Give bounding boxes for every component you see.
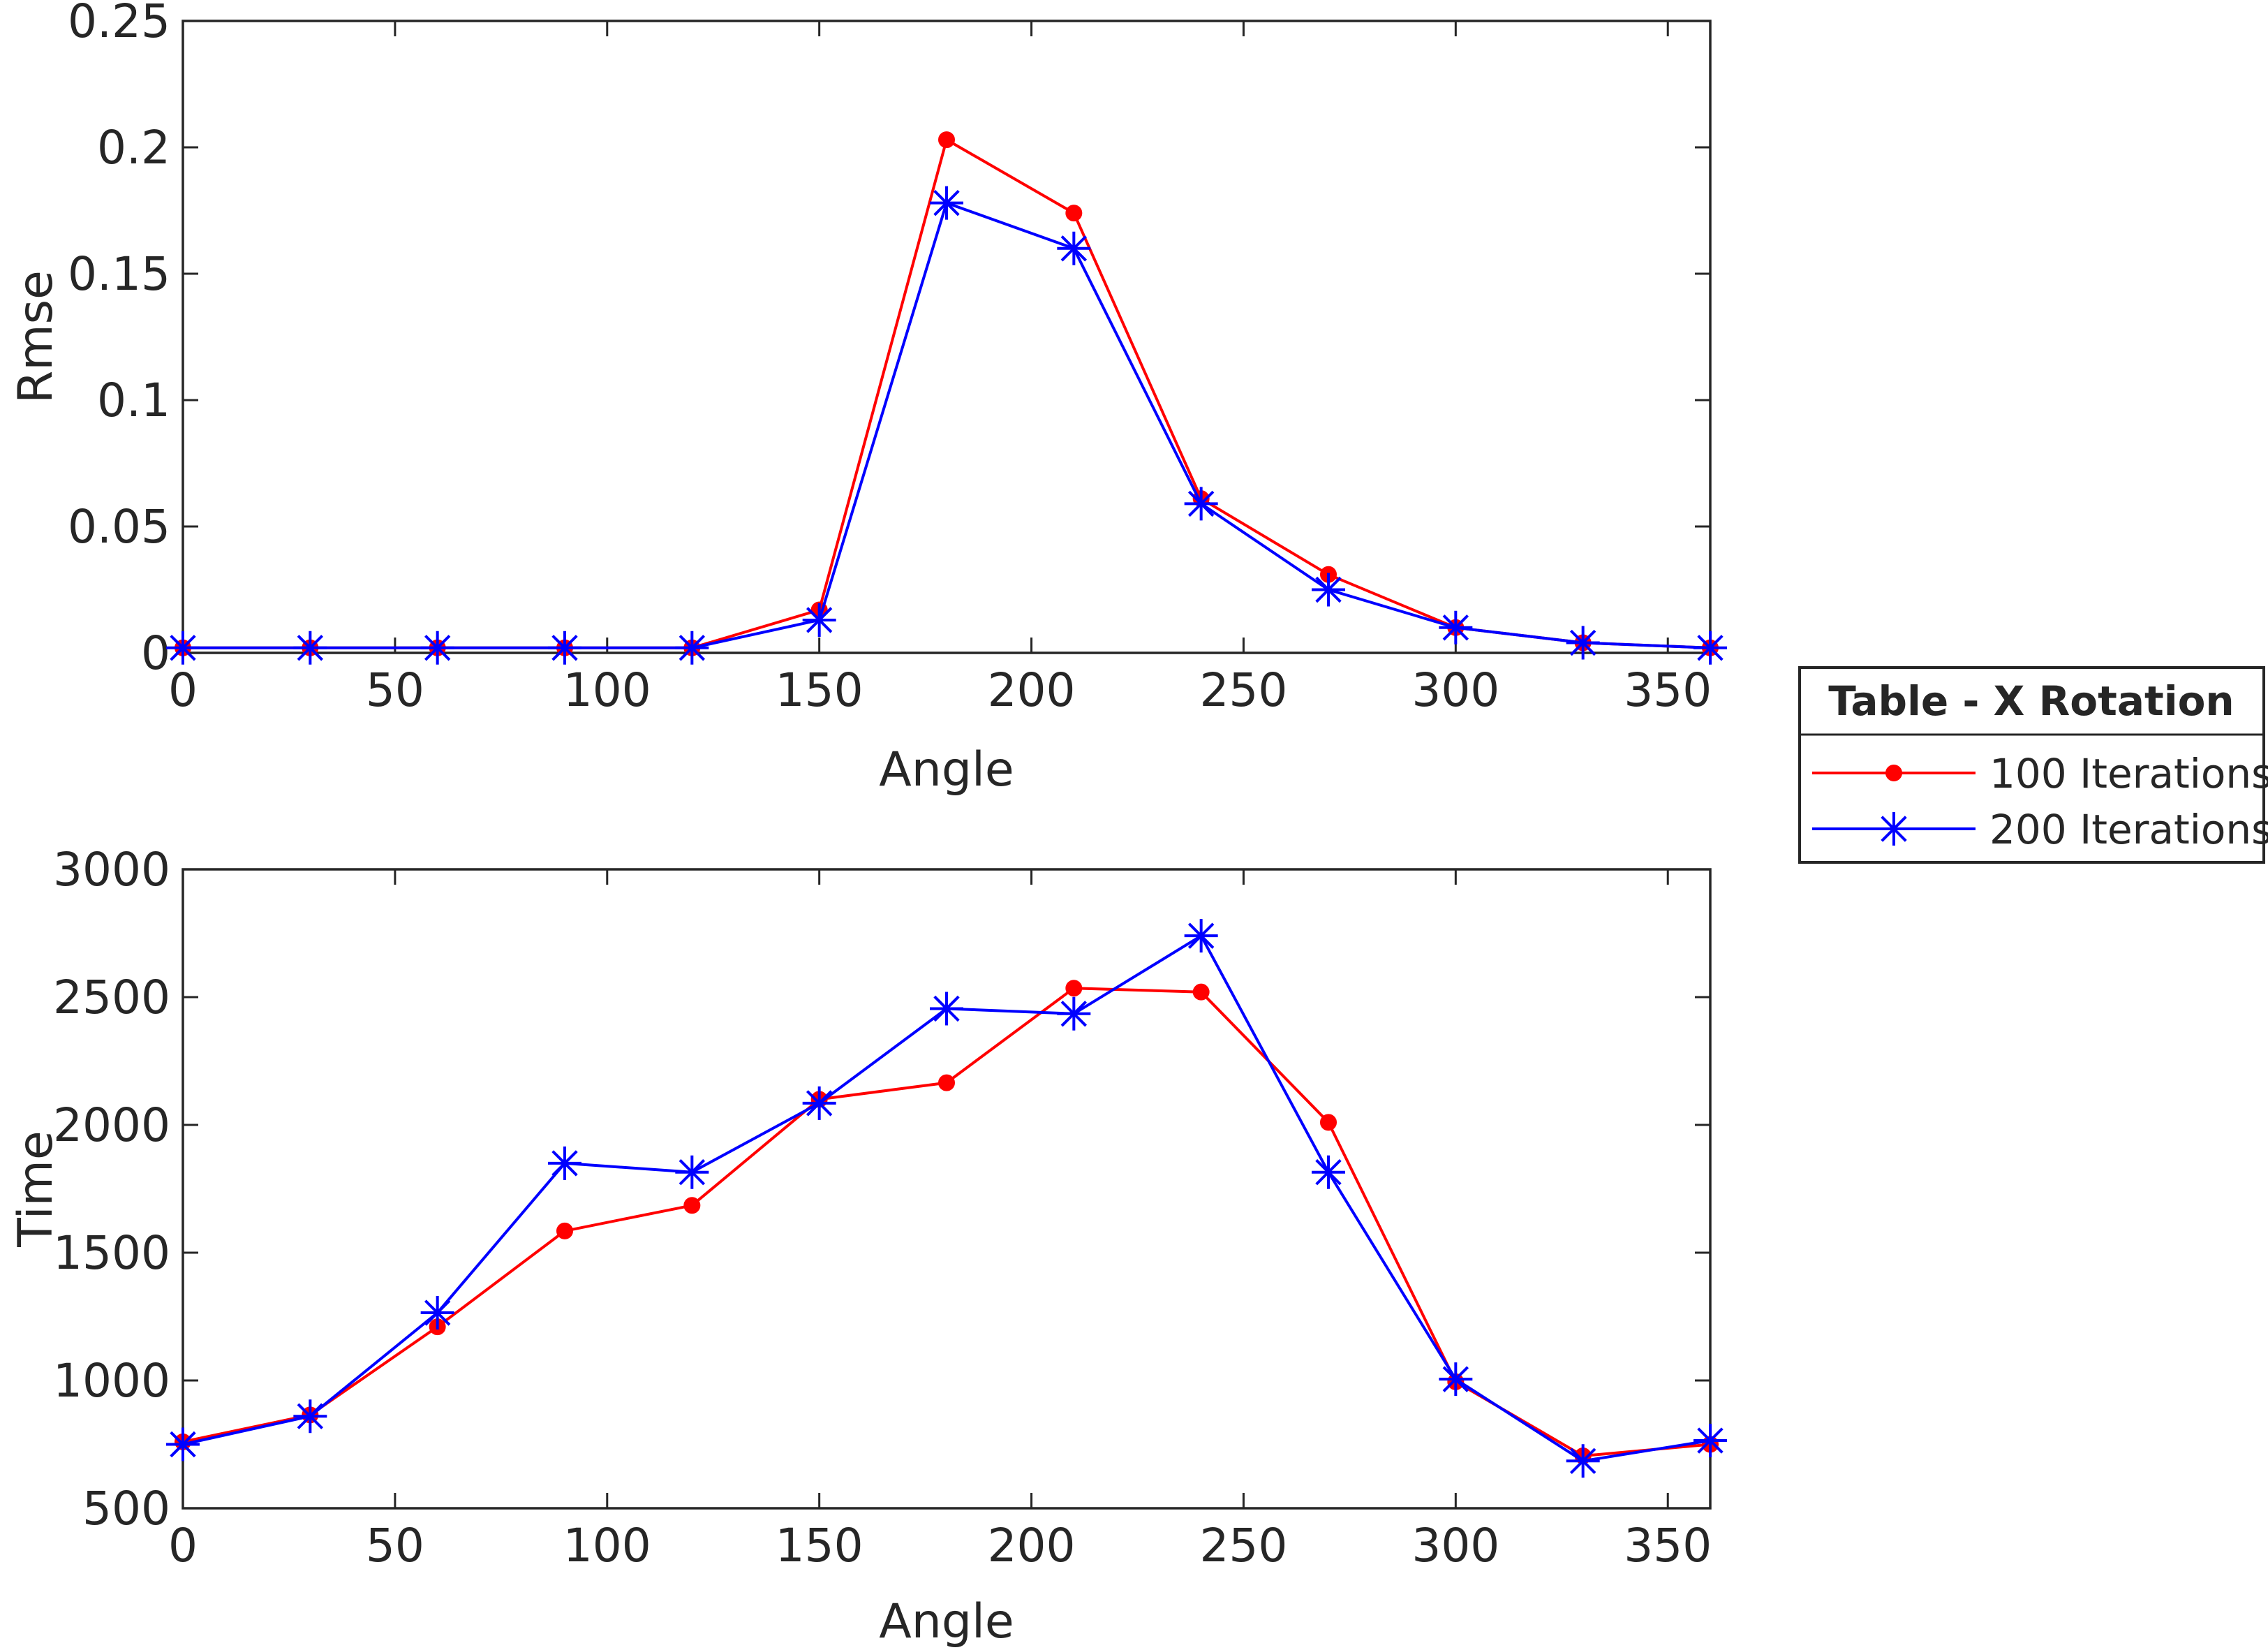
data-point xyxy=(675,1155,709,1189)
legend-entry: 100 Iterations xyxy=(1812,750,2268,797)
x-axis-label: Angle xyxy=(879,742,1014,797)
series-200-iterations xyxy=(166,919,1727,1478)
data-point xyxy=(420,631,454,665)
data-point xyxy=(1693,1424,1727,1458)
x-tick-label: 350 xyxy=(1624,1519,1712,1572)
data-point xyxy=(1566,626,1600,660)
axes-box xyxy=(181,868,1712,1510)
x-tick-label: 150 xyxy=(776,663,864,717)
data-point xyxy=(548,631,581,665)
data-point xyxy=(930,186,963,220)
legend-label: 100 Iterations xyxy=(1989,750,2268,797)
y-tick-label: 1500 xyxy=(53,1226,170,1280)
data-point xyxy=(1566,1444,1600,1478)
legend: Table - X Rotation 100 Iterations 200 Ite… xyxy=(1798,666,2268,864)
y-axis-label: Rmse xyxy=(8,270,64,404)
data-point xyxy=(1065,205,1083,222)
x-tick-label: 100 xyxy=(563,663,651,717)
data-point xyxy=(1693,631,1727,665)
data-point xyxy=(1184,919,1218,953)
data-point xyxy=(420,1296,454,1330)
data-point xyxy=(1439,1362,1473,1397)
data-point xyxy=(1184,487,1218,521)
x-tick-label: 50 xyxy=(366,663,424,717)
y-tick-label: 500 xyxy=(82,1482,170,1535)
data-point xyxy=(548,1146,581,1180)
series-200-iterations xyxy=(166,186,1727,665)
y-tick-label: 0.25 xyxy=(68,0,170,48)
data-point xyxy=(1065,980,1083,997)
data-point xyxy=(1192,983,1210,1001)
x-tick-label: 100 xyxy=(563,1519,651,1572)
data-point xyxy=(1057,231,1091,265)
y-tick-label: 2000 xyxy=(53,1098,170,1152)
data-point xyxy=(930,992,963,1026)
y-tick-label: 0.05 xyxy=(68,500,170,554)
y-tick-label: 0.15 xyxy=(68,247,170,301)
data-point xyxy=(938,131,955,149)
x-tick-label: 300 xyxy=(1411,1519,1499,1572)
legend-title: Table - X Rotation xyxy=(1828,677,2234,725)
data-point xyxy=(1057,996,1091,1031)
x-tick-label: 200 xyxy=(988,1519,1076,1572)
data-point xyxy=(1439,610,1473,644)
y-tick-label: 0 xyxy=(141,626,170,680)
time-plot: 0 50 100 150 200 250 300 350 500 1000 1500 2000 2500… xyxy=(8,843,1727,1649)
legend-swatch-marker xyxy=(1885,765,1902,781)
y-axis-label: Time xyxy=(8,1130,64,1247)
x-tick-label: 200 xyxy=(988,663,1076,717)
data-point xyxy=(166,1427,200,1461)
x-tick-label: 150 xyxy=(776,1519,864,1572)
data-point xyxy=(1312,1155,1345,1189)
x-tick-label: 300 xyxy=(1411,663,1499,717)
x-tick-label: 0 xyxy=(168,663,198,717)
rmse-plot: 0 50 100 150 200 250 300 350 0 0.05 0.1 0.15 0.2 0.25… xyxy=(8,0,1727,797)
x-axis-label: Angle xyxy=(879,1594,1014,1649)
x-tick-label: 350 xyxy=(1624,663,1712,717)
x-tick-label: 250 xyxy=(1199,663,1287,717)
y-tick-label: 0.1 xyxy=(97,374,170,427)
data-point xyxy=(938,1074,955,1091)
data-point xyxy=(1320,1114,1337,1131)
axes-box xyxy=(181,20,1712,654)
x-tick-label: 0 xyxy=(168,1519,198,1572)
data-point xyxy=(293,1399,327,1434)
data-point xyxy=(675,631,709,665)
y-tick-label: 0.2 xyxy=(97,121,170,175)
legend-entry: 200 Iterations xyxy=(1812,806,2268,853)
data-point xyxy=(293,631,327,665)
data-point xyxy=(166,631,200,665)
data-point xyxy=(802,603,836,637)
y-tick-label: 3000 xyxy=(53,843,170,897)
legend-swatch-marker xyxy=(1877,812,1911,846)
x-tick-label: 50 xyxy=(366,1519,424,1572)
data-point xyxy=(556,1222,573,1239)
data-point xyxy=(683,1197,701,1214)
data-point xyxy=(802,1086,836,1120)
data-point xyxy=(1312,573,1345,607)
y-tick-label: 1000 xyxy=(53,1354,170,1408)
x-tick-label: 250 xyxy=(1199,1519,1287,1572)
legend-label: 200 Iterations xyxy=(1989,806,2268,853)
y-tick-label: 2500 xyxy=(53,971,170,1024)
